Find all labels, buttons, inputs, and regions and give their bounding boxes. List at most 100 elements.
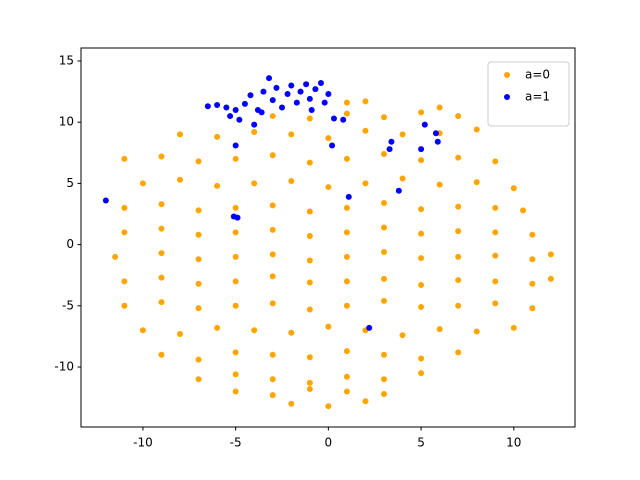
point [381,248,388,255]
point [381,199,388,206]
point [362,98,369,105]
point [343,229,350,236]
point [232,388,239,395]
legend-box [487,61,570,127]
point [204,103,211,110]
point [325,323,332,330]
point [399,131,406,138]
point [139,180,146,187]
point [273,84,280,91]
point [306,279,313,286]
point [473,126,480,133]
point [121,278,128,285]
point [343,388,350,395]
point [547,251,554,258]
point [269,392,276,399]
point [308,106,315,113]
point [455,228,462,235]
point [227,113,234,120]
point [343,278,350,285]
point [158,274,165,281]
point [232,106,239,113]
point [455,253,462,260]
point [436,326,443,333]
point [297,88,304,95]
y-tick-label: 10 [59,115,74,129]
y-tick-label: -5 [62,298,74,312]
point [121,302,128,309]
point [158,299,165,306]
point [418,146,425,153]
point [306,379,313,386]
point [492,158,499,165]
point [223,104,230,111]
point [177,176,184,183]
point [381,114,388,121]
legend-label: a=0 [525,68,550,82]
point [258,109,265,116]
point [455,154,462,161]
point [381,275,388,282]
point [432,130,439,137]
point [529,305,536,312]
point [232,229,239,236]
point [343,155,350,162]
point [158,351,165,358]
y-tick-label: 15 [59,53,74,67]
point [121,229,128,236]
point [436,181,443,188]
point [279,104,286,111]
point [214,133,221,140]
point [381,224,388,231]
point [232,302,239,309]
point [112,253,119,260]
point [288,82,295,89]
point [241,100,248,107]
point [288,177,295,184]
point [340,116,347,123]
point [269,152,276,159]
point [232,204,239,211]
point [312,86,319,93]
point [306,386,313,393]
point [321,99,328,106]
point [195,207,202,214]
point [121,204,128,211]
point [293,99,300,106]
point [121,155,128,162]
point [317,80,324,87]
point [343,302,350,309]
point [158,201,165,208]
point [158,225,165,232]
point [325,403,332,410]
point [306,257,313,264]
point [325,135,332,142]
point [232,142,239,149]
point [306,115,313,122]
point [388,138,395,145]
legend-marker [504,72,510,78]
point [195,305,202,312]
x-tick-label: 0 [325,436,333,450]
point [139,327,146,334]
point [510,324,517,331]
legend-label: a=1 [525,90,550,104]
point [195,356,202,363]
point [306,208,313,215]
point [195,376,202,383]
point [455,113,462,120]
y-tick-label: -10 [54,360,74,374]
point [306,95,313,102]
point [232,371,239,378]
point [214,102,221,109]
point [306,354,313,361]
x-tick-label: 10 [506,436,521,450]
point [362,180,369,187]
point [455,349,462,356]
point [362,398,369,405]
point [547,275,554,282]
point [529,280,536,287]
point [329,142,336,149]
